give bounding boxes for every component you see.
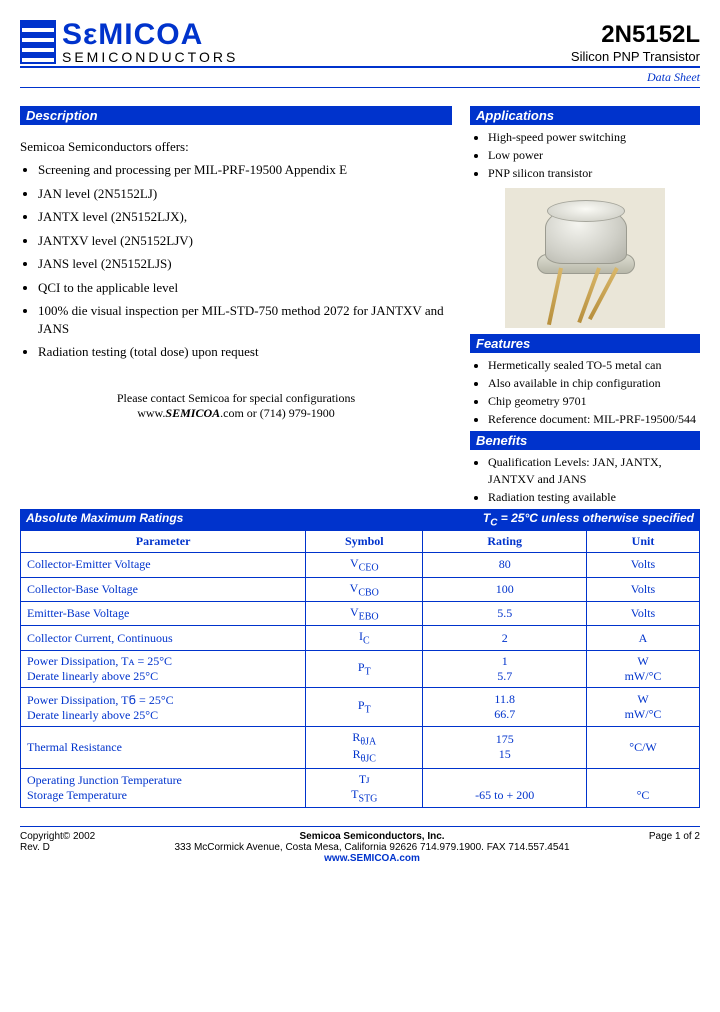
table-header: Unit	[587, 531, 700, 553]
list-item: JANTXV level (2N5152LJV)	[38, 232, 452, 250]
ratings-title: Absolute Maximum Ratings	[26, 511, 183, 528]
list-item: Hermetically sealed TO-5 metal can	[488, 357, 700, 373]
list-item: JAN level (2N5152LJ)	[38, 185, 452, 203]
table-header: Symbol	[306, 531, 423, 553]
company-name: SεMICOA	[62, 20, 238, 50]
table-cell: Volts	[587, 553, 700, 577]
transistor-image	[505, 188, 665, 328]
list-item: Chip geometry 9701	[488, 393, 700, 409]
list-item: QCI to the applicable level	[38, 279, 452, 297]
table-cell: RθJARθJC	[306, 726, 423, 768]
doc-type-label: Data Sheet	[20, 68, 700, 88]
table-cell: Collector-Emitter Voltage	[21, 553, 306, 577]
table-cell: Power Dissipation, Tᴀ = 25°CDerate linea…	[21, 650, 306, 687]
logo-icon	[20, 20, 56, 64]
table-header: Parameter	[21, 531, 306, 553]
footer-center: Semicoa Semiconductors, Inc. 333 McCormi…	[95, 831, 649, 864]
table-cell: Volts	[587, 602, 700, 626]
logo-block: SεMICOA SEMICONDUCTORS	[20, 20, 238, 64]
contact-line2: www.SEMICOA.com or (714) 979-1900	[20, 406, 452, 421]
table-cell: TᴊTSTG	[306, 768, 423, 807]
table-cell: -65 to + 200	[423, 768, 587, 807]
list-item: Also available in chip configuration	[488, 375, 700, 391]
list-item: PNP silicon transistor	[488, 165, 700, 181]
ratings-heading: Absolute Maximum Ratings TC = 25°C unles…	[20, 509, 700, 530]
table-cell: PT	[306, 687, 423, 726]
company-division: SEMICONDUCTORS	[62, 50, 238, 64]
table-row: Emitter-Base VoltageVEBO5.5Volts	[21, 602, 700, 626]
table-cell: °C/W	[587, 726, 700, 768]
revision: Rev. D	[20, 842, 95, 853]
table-header: Rating	[423, 531, 587, 553]
right-column: Applications High-speed power switching L…	[470, 106, 700, 509]
features-heading: Features	[470, 334, 700, 353]
table-cell: Volts	[587, 577, 700, 601]
table-row: Collector-Base VoltageVCBO100Volts	[21, 577, 700, 601]
list-item: Radiation testing available	[488, 489, 700, 505]
ratings-condition: TC = 25°C unless otherwise specified	[483, 511, 694, 528]
table-row: Power Dissipation, TᲜ = 25°CDerate linea…	[21, 687, 700, 726]
table-cell: 2	[423, 626, 587, 650]
benefits-heading: Benefits	[470, 431, 700, 450]
table-row: Operating Junction TemperatureStorage Te…	[21, 768, 700, 807]
table-cell: 11.866.7	[423, 687, 587, 726]
table-cell: VCEO	[306, 553, 423, 577]
table-cell: 5.5	[423, 602, 587, 626]
header: SεMICOA SEMICONDUCTORS 2N5152L Silicon P…	[20, 20, 700, 68]
table-row: Collector Current, ContinuousIC2A	[21, 626, 700, 650]
table-cell: 80	[423, 553, 587, 577]
list-item: Qualification Levels: JAN, JANTX, JANTXV…	[488, 454, 700, 486]
page-container: SεMICOA SEMICONDUCTORS 2N5152L Silicon P…	[20, 20, 700, 864]
list-item: Radiation testing (total dose) upon requ…	[38, 343, 452, 361]
table-cell: WmW/°C	[587, 687, 700, 726]
table-cell: Power Dissipation, TᲜ = 25°CDerate linea…	[21, 687, 306, 726]
list-item: Low power	[488, 147, 700, 163]
benefits-list: Qualification Levels: JAN, JANTX, JANTXV…	[488, 454, 700, 505]
list-item: 100% die visual inspection per MIL-STD-7…	[38, 302, 452, 337]
table-cell: VCBO	[306, 577, 423, 601]
footer-left: Copyright© 2002 Rev. D	[20, 831, 95, 864]
applications-list: High-speed power switching Low power PNP s…	[488, 129, 700, 182]
contact-line1: Please contact Semicoa for special confi…	[20, 391, 452, 406]
table-cell: VEBO	[306, 602, 423, 626]
list-item: Reference document: MIL-PRF-19500/544	[488, 411, 700, 427]
table-cell: Collector-Base Voltage	[21, 577, 306, 601]
list-item: JANS level (2N5152LJS)	[38, 255, 452, 273]
footer-address: 333 McCormick Avenue, Costa Mesa, Califo…	[95, 842, 649, 853]
ratings-table: ParameterSymbolRatingUnit Collector-Emit…	[20, 530, 700, 808]
footer-page: Page 1 of 2	[649, 831, 700, 864]
footer: Copyright© 2002 Rev. D Semicoa Semicondu…	[20, 826, 700, 864]
features-list: Hermetically sealed TO-5 metal can Also a…	[488, 357, 700, 428]
table-cell: 100	[423, 577, 587, 601]
list-item: Screening and processing per MIL-PRF-195…	[38, 161, 452, 179]
part-subtitle: Silicon PNP Transistor	[571, 49, 700, 64]
table-cell: Emitter-Base Voltage	[21, 602, 306, 626]
table-cell: Thermal Resistance	[21, 726, 306, 768]
table-cell: PT	[306, 650, 423, 687]
list-item: High-speed power switching	[488, 129, 700, 145]
contact-block: Please contact Semicoa for special confi…	[20, 391, 452, 421]
table-cell: 15.7	[423, 650, 587, 687]
table-row: Power Dissipation, Tᴀ = 25°CDerate linea…	[21, 650, 700, 687]
applications-heading: Applications	[470, 106, 700, 125]
left-column: Description Semicoa Semiconductors offer…	[20, 106, 452, 509]
title-block: 2N5152L Silicon PNP Transistor	[571, 21, 700, 64]
table-cell: Operating Junction TemperatureStorage Te…	[21, 768, 306, 807]
description-list: Screening and processing per MIL-PRF-195…	[38, 161, 452, 361]
table-row: Thermal ResistanceRθJARθJC17515°C/W	[21, 726, 700, 768]
table-cell: Collector Current, Continuous	[21, 626, 306, 650]
table-cell: IC	[306, 626, 423, 650]
table-row: Collector-Emitter VoltageVCEO80Volts	[21, 553, 700, 577]
list-item: JANTX level (2N5152LJX),	[38, 208, 452, 226]
table-cell: °C	[587, 768, 700, 807]
description-heading: Description	[20, 106, 452, 125]
table-cell: WmW/°C	[587, 650, 700, 687]
description-intro: Semicoa Semiconductors offers:	[20, 139, 452, 155]
footer-url[interactable]: www.SEMICOA.com	[324, 853, 420, 864]
table-cell: A	[587, 626, 700, 650]
footer-company: Semicoa Semiconductors, Inc.	[95, 831, 649, 842]
part-number: 2N5152L	[571, 21, 700, 49]
table-cell: 17515	[423, 726, 587, 768]
copyright: Copyright© 2002	[20, 831, 95, 842]
